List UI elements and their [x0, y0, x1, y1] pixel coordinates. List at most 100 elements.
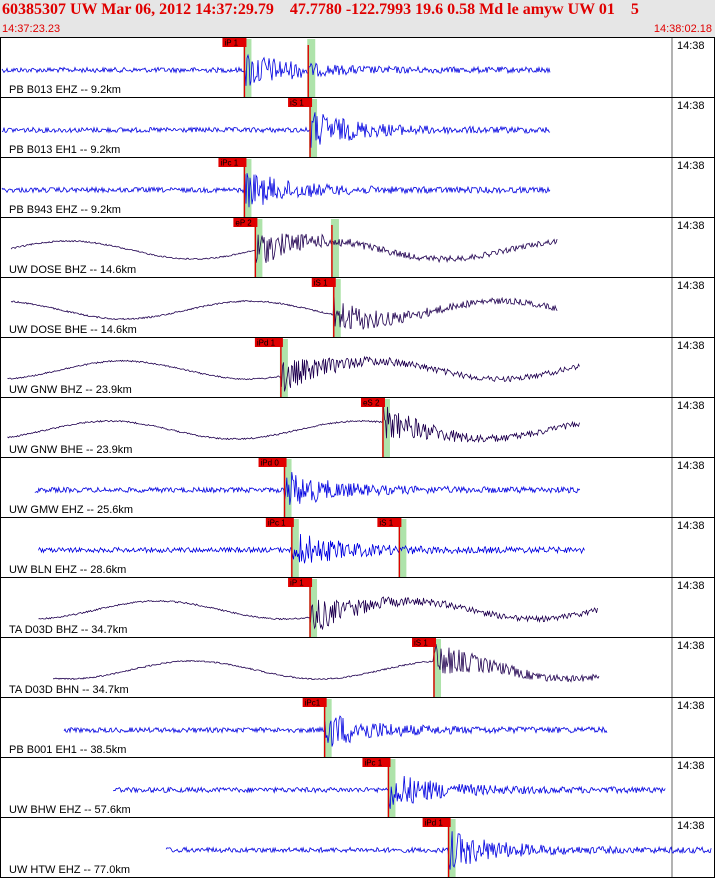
pick-window	[332, 279, 341, 337]
pick-tag	[265, 518, 294, 527]
station-label: UW DOSE BHZ -- 14.6km	[9, 264, 136, 276]
event-header: 60385307 UW Mar 06, 2012 14:37:29.79 47.…	[0, 0, 715, 38]
pick-window	[330, 219, 339, 277]
pick-tag	[302, 698, 327, 707]
time-tick-label: 14:38	[677, 400, 705, 412]
time-tick-label: 14:38	[677, 40, 705, 52]
station-label: UW BHW EHZ -- 57.6km	[9, 804, 131, 816]
waveform-line	[52, 644, 600, 683]
waveform-line	[10, 233, 558, 264]
trace-panel[interactable]: iPc 1 iS 1 14:38 UW BLN EHZ -- 28.6km	[0, 517, 715, 578]
time-tick-label: 14:38	[677, 280, 705, 292]
time-tick-label: 14:38	[677, 700, 705, 712]
pick-label: eS 2	[363, 399, 380, 408]
pick-label: iP 1	[224, 39, 238, 48]
pick-tag	[288, 578, 313, 587]
pick-tag	[377, 518, 402, 527]
pick-tag	[233, 218, 258, 227]
pick-tag	[360, 398, 385, 407]
pick-label: iPd 1	[257, 339, 276, 348]
time-tick-label: 14:38	[677, 340, 705, 352]
station-label: PB B943 EHZ -- 9.2km	[9, 204, 121, 216]
station-label: UW GMW EHZ -- 25.6km	[9, 504, 133, 516]
trace-panel[interactable]: iPc 1 14:38 UW BHW EHZ -- 57.6km	[0, 757, 715, 818]
trace-panel[interactable]: eS 2 14:38 UW GNW BHE -- 23.9km	[0, 397, 715, 458]
waveform-line	[112, 775, 666, 809]
pick-tag	[258, 458, 287, 467]
waveform-line	[7, 355, 580, 392]
trace-panel[interactable]: eP 2 14:38 UW DOSE BHZ -- 14.6km	[0, 217, 715, 278]
pick-window	[243, 159, 252, 217]
trace-panel[interactable]: iPd 1 14:38 UW GNW BHZ -- 23.9km	[0, 337, 715, 398]
pick-tag	[422, 818, 451, 827]
pick-window	[243, 39, 252, 97]
station-label: UW GNW BHZ -- 23.9km	[9, 384, 132, 396]
time-tick-label: 14:38	[677, 580, 705, 592]
pick-label: iP 1	[290, 579, 304, 588]
waveform-line	[1, 112, 551, 148]
pick-window	[290, 519, 299, 577]
pick-window	[307, 39, 316, 97]
pick-label: iS 1	[290, 99, 304, 108]
event-title: 60385307 UW Mar 06, 2012 14:37:29.79 47.…	[2, 1, 639, 18]
waveform-line	[34, 472, 581, 505]
time-tick-label: 14:38	[677, 820, 705, 832]
pick-tag	[254, 338, 283, 347]
pick-label: iS 1	[414, 639, 428, 648]
waveform-line	[1, 173, 551, 208]
trace-panel[interactable]: iPc1 14:38 PB B001 EH1 -- 38.5km	[0, 697, 715, 758]
time-tick-label: 14:38	[677, 460, 705, 472]
time-tick-label: 14:38	[677, 520, 705, 532]
end-time: 14:38:02.18	[653, 23, 712, 35]
trace-panel[interactable]: iP 1 14:38 PB B013 EHZ -- 9.2km	[0, 37, 715, 98]
pick-tag	[412, 638, 437, 647]
pick-label: iPd 1	[425, 819, 444, 828]
waveform-line	[38, 533, 585, 564]
pick-window	[309, 99, 318, 157]
pick-tag	[218, 158, 247, 167]
station-label: UW BLN EHZ -- 28.6km	[9, 564, 126, 576]
pick-window	[323, 699, 332, 757]
station-label: PB B013 EH1 -- 9.2km	[9, 144, 120, 156]
pick-window	[254, 219, 263, 277]
trace-panel[interactable]: iP 1 14:38 TA D03D BHZ -- 34.7km	[0, 577, 715, 638]
pick-label: iPc1	[305, 699, 321, 708]
station-label: TA D03D BHN -- 34.7km	[9, 684, 129, 696]
time-tick-label: 14:38	[677, 100, 705, 112]
time-tick-label: 14:38	[677, 640, 705, 652]
pick-window	[433, 639, 442, 697]
station-label: UW GNW BHE -- 23.9km	[9, 444, 132, 456]
pick-label: iPc 1	[364, 759, 382, 768]
pick-tag	[222, 38, 247, 47]
trace-panel[interactable]: iS 1 14:38 TA D03D BHN -- 34.7km	[0, 637, 715, 698]
trace-panel[interactable]: iPd 0 14:38 UW GMW EHZ -- 25.6km	[0, 457, 715, 518]
trace-panel[interactable]: iS 1 14:38 PB B013 EH1 -- 9.2km	[0, 97, 715, 158]
waveform-line	[7, 406, 580, 444]
seismogram-plot[interactable]: iP 1 14:38 PB B013 EHZ -- 9.2km iS 1 14:38 PB…	[0, 37, 715, 878]
time-tick-label: 14:38	[677, 160, 705, 172]
station-label: PB B001 EH1 -- 38.5km	[9, 744, 126, 756]
time-tick-label: 14:38	[677, 760, 705, 772]
pick-label: iPc 1	[220, 159, 238, 168]
station-label: PB B013 EHZ -- 9.2km	[9, 84, 121, 96]
pick-label: eP 2	[235, 219, 252, 228]
start-time: 14:37:23.23	[2, 23, 61, 35]
trace-panel[interactable]: iPd 1 14:38 UW HTW EHZ -- 77.0km	[0, 817, 715, 878]
waveform-line	[10, 296, 558, 330]
pick-label: iS 1	[379, 519, 393, 528]
waveform-line	[1, 53, 551, 86]
pick-tag	[362, 758, 391, 767]
pick-label: iPc 1	[268, 519, 286, 528]
trace-panel[interactable]: iPc 1 14:38 PB B943 EHZ -- 9.2km	[0, 157, 715, 218]
pick-tag	[311, 278, 336, 287]
waveform-line	[165, 831, 712, 870]
station-label: UW DOSE BHE -- 14.6km	[9, 324, 137, 336]
time-tick-label: 14:38	[677, 220, 705, 232]
station-label: TA D03D BHZ -- 34.7km	[9, 624, 127, 636]
waveform-line	[38, 596, 598, 630]
pick-label: iPd 0	[261, 459, 280, 468]
pick-label: iS 1	[314, 279, 328, 288]
trace-panel[interactable]: iS 1 14:38 UW DOSE BHE -- 14.6km	[0, 277, 715, 338]
station-label: UW HTW EHZ -- 77.0km	[9, 864, 130, 876]
pick-tag	[288, 98, 313, 107]
